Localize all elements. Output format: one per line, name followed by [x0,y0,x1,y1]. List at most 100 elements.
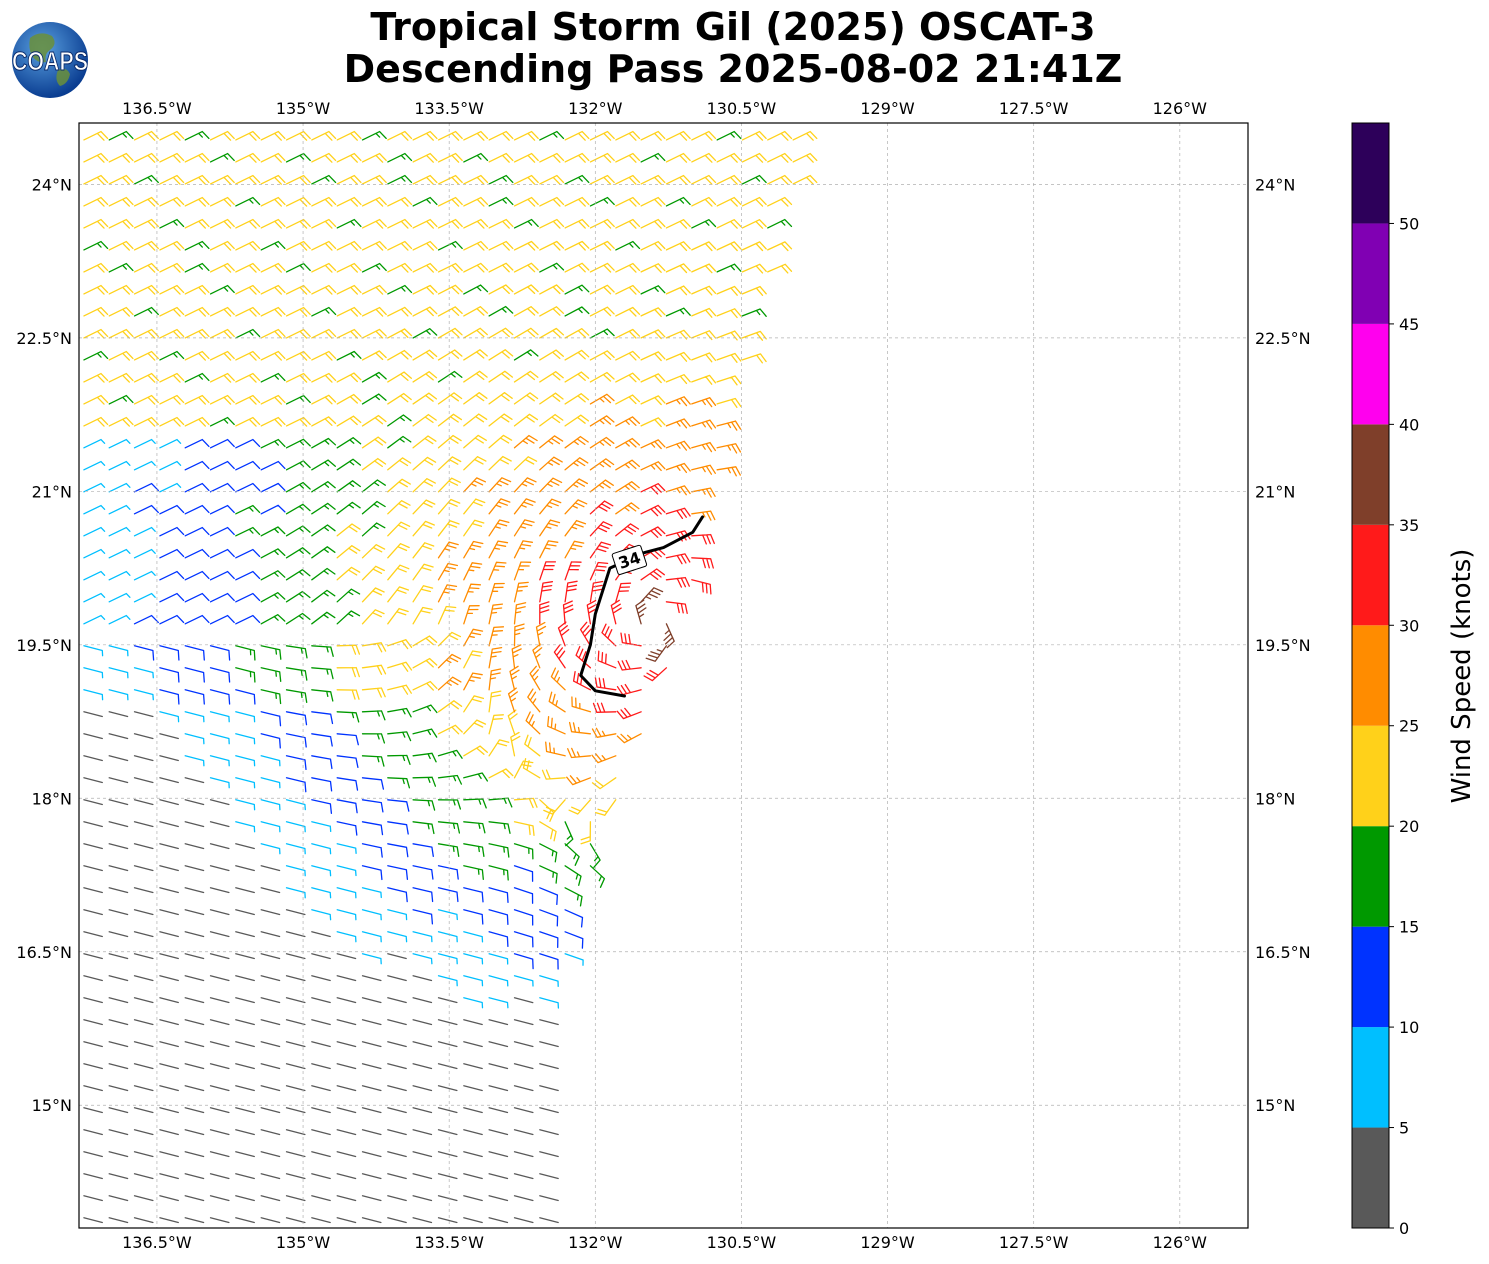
wind-barb [691,352,717,363]
wind-barb [564,349,590,361]
wind-barb [665,553,691,565]
wind-barb [159,909,179,916]
wind-barb [311,152,337,163]
wind-barb [361,931,382,943]
wind-barb [591,727,617,738]
wind-barb [437,1195,458,1202]
wind-barb [387,1129,407,1136]
wind-barb [260,689,282,705]
wind-barb [572,671,592,691]
wind-barb [513,498,536,515]
wind-barb [285,438,311,449]
wind-barb [539,498,562,515]
wind-barb [361,1217,382,1224]
wind-barb [412,130,438,141]
wind-barb [184,821,205,828]
wind-barb [412,997,433,1004]
wind-barb [336,997,357,1004]
wind-barb [437,953,458,965]
wind-barb [513,370,539,383]
wind-barb [209,1063,230,1070]
wind-barb [539,349,564,361]
wind-barb [235,689,256,705]
page-title: Tropical Storm Gil (2025) OSCAT-3 Descen… [0,6,1466,90]
wind-barb [184,438,210,449]
wind-barb [159,592,185,603]
wind-barb [235,130,261,141]
wind-barb [564,306,590,317]
wind-barb [311,1019,331,1026]
wind-barb [336,458,362,471]
wind-barb [311,1217,331,1224]
wind-barb [564,414,590,427]
wind-barb [133,755,154,762]
wind-barb [285,689,308,704]
wind-barb [209,953,230,960]
wind-barb [617,659,642,671]
wind-barb [620,632,642,647]
wind-barb [184,526,210,537]
wind-barb [716,443,742,454]
wind-barb [564,435,589,449]
wind-barb [285,481,311,493]
wind-barb [513,797,538,809]
wind-barb [83,733,103,740]
wind-barb [260,667,282,682]
wind-barb [640,547,666,560]
wind-barbs [83,130,818,1224]
wind-barb [463,1041,483,1048]
colorbar-tick-label: 15 [1399,918,1419,937]
wind-barb [108,975,129,982]
wind-barb [387,1217,407,1224]
wind-barb [665,219,691,229]
wind-barb [513,1217,534,1224]
wind-barb [412,174,438,185]
wind-barb [640,483,666,495]
wind-barb [133,130,159,141]
wind-barb [260,284,286,295]
wind-barb [184,306,210,317]
wind-barb [209,262,235,273]
wind-barb [509,665,520,691]
colorbar-segment [1352,926,1389,1028]
wind-barb [513,1063,534,1070]
wind-barb [361,1173,382,1180]
wind-barb [463,1085,483,1092]
wind-barb [437,562,459,581]
wind-barb [567,747,592,759]
wind-barb [557,621,570,647]
wind-barb [311,689,334,702]
wind-barb [589,371,615,383]
wind-barb [539,306,565,317]
wind-barb [387,931,408,943]
wind-barb [159,645,180,661]
wind-barb [488,1129,509,1136]
wind-barb [311,733,333,747]
wind-barb [133,218,159,229]
wind-barb [260,645,282,660]
wind-barb [235,887,255,894]
wind-barb [260,196,286,207]
wind-barb [83,152,109,163]
wind-barb [412,931,433,943]
wind-barb [513,392,539,405]
wind-barb [412,349,438,361]
wind-barb [387,799,410,812]
wind-barb [437,1151,458,1158]
wind-barb [412,478,436,493]
wind-barb [285,590,311,603]
wind-barb [589,328,615,339]
wind-barb [539,1195,559,1202]
wind-barb [83,1195,103,1202]
wind-barb [616,707,642,720]
wind-barb [108,1129,129,1136]
wind-barb [235,733,256,745]
wind-barb [133,975,154,982]
wind-barb [640,417,666,428]
wind-barb [83,755,103,762]
lon-tick-label-bottom: 130.5°W [707,1233,777,1252]
wind-barb [184,865,205,872]
wind-barb [539,371,564,383]
wind-barb [553,643,566,669]
wind-barb [184,1063,205,1070]
